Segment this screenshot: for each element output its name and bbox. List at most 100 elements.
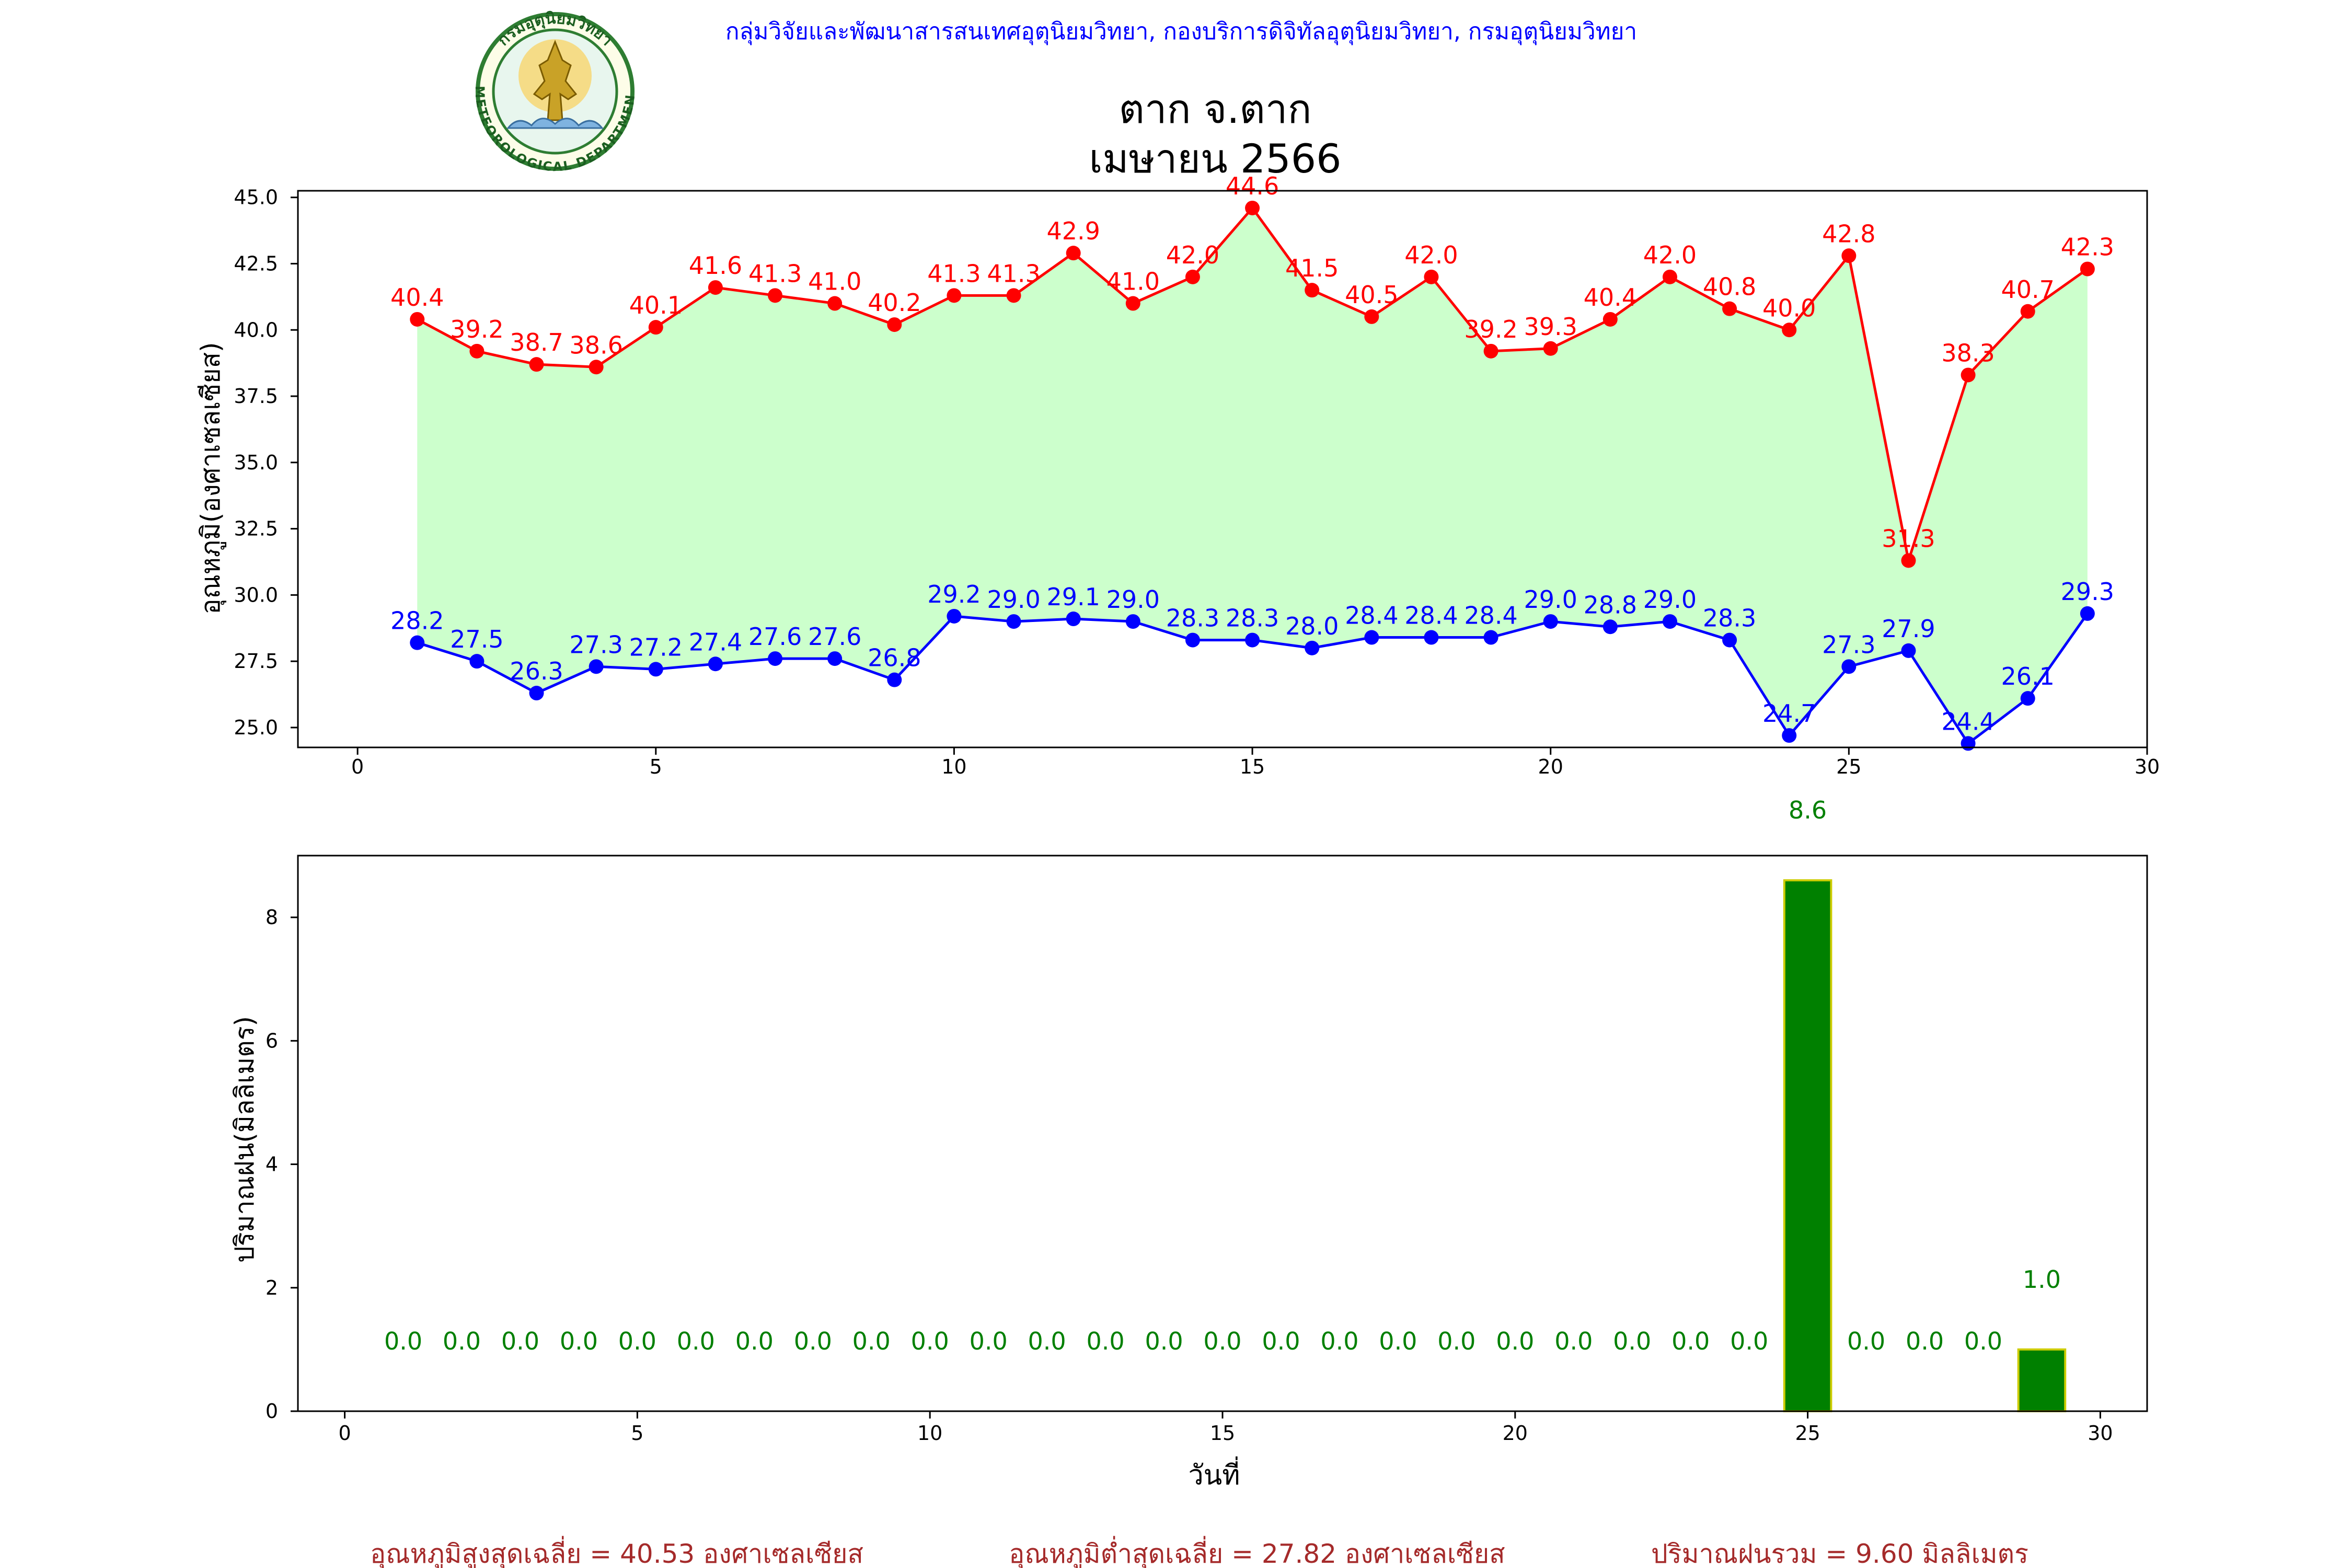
min-temperature-label: 26.3 — [510, 657, 563, 685]
max-temperature-point — [1961, 367, 1976, 383]
min-temperature-point — [529, 686, 544, 701]
rainfall-label: 0.0 — [1320, 1327, 1358, 1355]
max-temperature-label: 39.2 — [1464, 315, 1517, 343]
y-tick-label: 2 — [266, 1276, 278, 1299]
y-tick-label: 25.0 — [234, 716, 278, 739]
min-temperature-point — [708, 656, 723, 672]
max-temperature-point — [1483, 343, 1498, 359]
rainfall-label: 0.0 — [1847, 1327, 1885, 1355]
max-temperature-label: 40.0 — [1762, 294, 1816, 322]
min-temperature-label: 28.8 — [1584, 591, 1637, 619]
max-temperature-label: 42.0 — [1643, 241, 1697, 269]
x-tick-label: 5 — [650, 755, 662, 778]
max-temperature-point — [768, 288, 783, 303]
max-temperature-label: 40.7 — [2001, 275, 2055, 304]
max-temperature-label: 38.3 — [1941, 339, 1994, 367]
max-temperature-label: 39.3 — [1524, 313, 1577, 341]
min-temperature-label: 28.4 — [1404, 602, 1458, 630]
department-line: กลุ่มวิจัยและพัฒนาสารสนเทศอุตุนิยมวิทยา,… — [725, 18, 1637, 45]
x-tick-label: 30 — [2088, 1422, 2113, 1445]
rainfall-label: 0.0 — [1730, 1327, 1768, 1355]
min-temperature-label: 27.4 — [689, 628, 742, 656]
max-temperature-point — [1125, 296, 1140, 311]
max-temperature-point — [1006, 288, 1021, 303]
max-temperature-label: 41.3 — [748, 259, 802, 287]
max-temperature-point — [1424, 269, 1439, 284]
min-temperature-label: 29.2 — [927, 580, 981, 608]
max-temperature-point — [1602, 312, 1618, 327]
y-tick-label: 4 — [266, 1153, 278, 1176]
plot-frame — [297, 190, 2148, 748]
y-tick-label: 40.0 — [234, 318, 278, 341]
min-temperature-point — [1185, 632, 1200, 648]
rainfall-axes: 0 5 10 15 20 25 30 0 2 4 6 8 — [266, 855, 2148, 1445]
rainfall-label: 0.0 — [501, 1327, 539, 1355]
rainfall-label: 0.0 — [1964, 1327, 2002, 1355]
rainfall-bars — [1783, 879, 2067, 1413]
min-temperature-label: 28.0 — [1285, 612, 1339, 640]
x-tick-label: 10 — [917, 1422, 942, 1445]
y-tick-label: 30.0 — [234, 583, 278, 606]
max-temperature-label: 42.3 — [2061, 233, 2114, 261]
rainfall-label: 0.0 — [1613, 1327, 1651, 1355]
max-temperature-point — [589, 360, 604, 375]
min-temperature-label: 24.7 — [1762, 699, 1816, 728]
min-temperature-point — [469, 654, 485, 669]
rainfall-label: 0.0 — [677, 1327, 715, 1355]
max-temperature-label: 40.4 — [1584, 283, 1637, 312]
temperature-range-area — [417, 207, 2088, 744]
rainfall-bar — [1783, 879, 1832, 1412]
rainfall-label: 0.0 — [1145, 1327, 1183, 1355]
title-month: เมษายน 2566 — [1089, 135, 1342, 182]
max-temperature-point — [2020, 304, 2035, 319]
max-temperature-label: 41.6 — [689, 251, 742, 280]
min-temperature-point — [1543, 614, 1558, 629]
max-temperature-point — [1185, 269, 1200, 284]
y-tick-label: 6 — [266, 1029, 278, 1052]
x-tick-label: 5 — [631, 1422, 643, 1445]
footer-avg-min: อุณหภูมิต่ำสุดเฉลี่ย = 27.82 องศาเซลเซีย… — [1009, 1536, 1505, 1568]
seal-logo: กรมอุตุนิยมวิทยา METEOROLOGICAL DEPARTME… — [472, 9, 638, 175]
max-temperature-point — [708, 280, 723, 295]
min-temperature-point — [1364, 630, 1379, 645]
min-temperature-point — [1245, 632, 1260, 648]
rainfall-label: 8.6 — [1789, 796, 1827, 824]
min-temperature-point — [1006, 614, 1021, 629]
max-temperature-point — [2080, 261, 2095, 276]
max-temperature-label: 38.7 — [510, 328, 563, 356]
min-temperature-point — [768, 651, 783, 666]
max-temperature-label: 42.8 — [1822, 220, 1875, 248]
rainfall-label: 0.0 — [1379, 1327, 1417, 1355]
max-temperature-label: 41.0 — [808, 268, 861, 296]
x-tick-label: 30 — [2135, 755, 2160, 778]
max-temperature-label: 41.0 — [1106, 268, 1160, 296]
cloud-icon — [506, 118, 604, 129]
max-temperature-point — [1722, 301, 1737, 316]
min-temperature-label: 28.3 — [1166, 604, 1219, 632]
max-temperature-label: 41.3 — [927, 259, 981, 287]
max-temperature-label: 38.6 — [569, 331, 622, 359]
temperature-chart: 40.439.2 38.7 38.640.141.6 41.3 41.040.241.3… — [195, 172, 2160, 778]
max-temperature-label: 41.3 — [987, 259, 1040, 287]
min-temperature-point — [2020, 691, 2035, 706]
max-temperature-label: 40.4 — [390, 283, 444, 312]
min-temperature-point — [1662, 614, 1677, 629]
max-temperature-point — [410, 312, 425, 327]
rainfall-label: 0.0 — [911, 1327, 949, 1355]
min-temperature-label: 28.3 — [1226, 604, 1279, 632]
rainfall-x-axis-label: วันที่ — [1188, 1456, 1240, 1491]
min-temperature-label: 27.5 — [450, 625, 503, 653]
rainfall-label: 0.0 — [384, 1327, 422, 1355]
min-temperature-label: 29.0 — [987, 585, 1040, 614]
max-temperature-label: 44.6 — [1226, 172, 1279, 200]
min-temperature-point — [1125, 614, 1140, 629]
min-temperature-point — [1424, 630, 1439, 645]
min-temperature-label: 27.3 — [569, 630, 622, 659]
min-temperature-label: 28.4 — [1345, 602, 1398, 630]
min-temperature-point — [410, 635, 425, 650]
temperature-axes: 0 5 10 15 20 25 30 25.0 27.5 30.0 32.5 35.0 37.5 40.0… — [234, 186, 2160, 778]
min-temperature-label: 27.6 — [808, 622, 861, 651]
max-temperature-label: 40.8 — [1703, 273, 1756, 301]
rainfall-label: 0.0 — [1028, 1327, 1066, 1355]
